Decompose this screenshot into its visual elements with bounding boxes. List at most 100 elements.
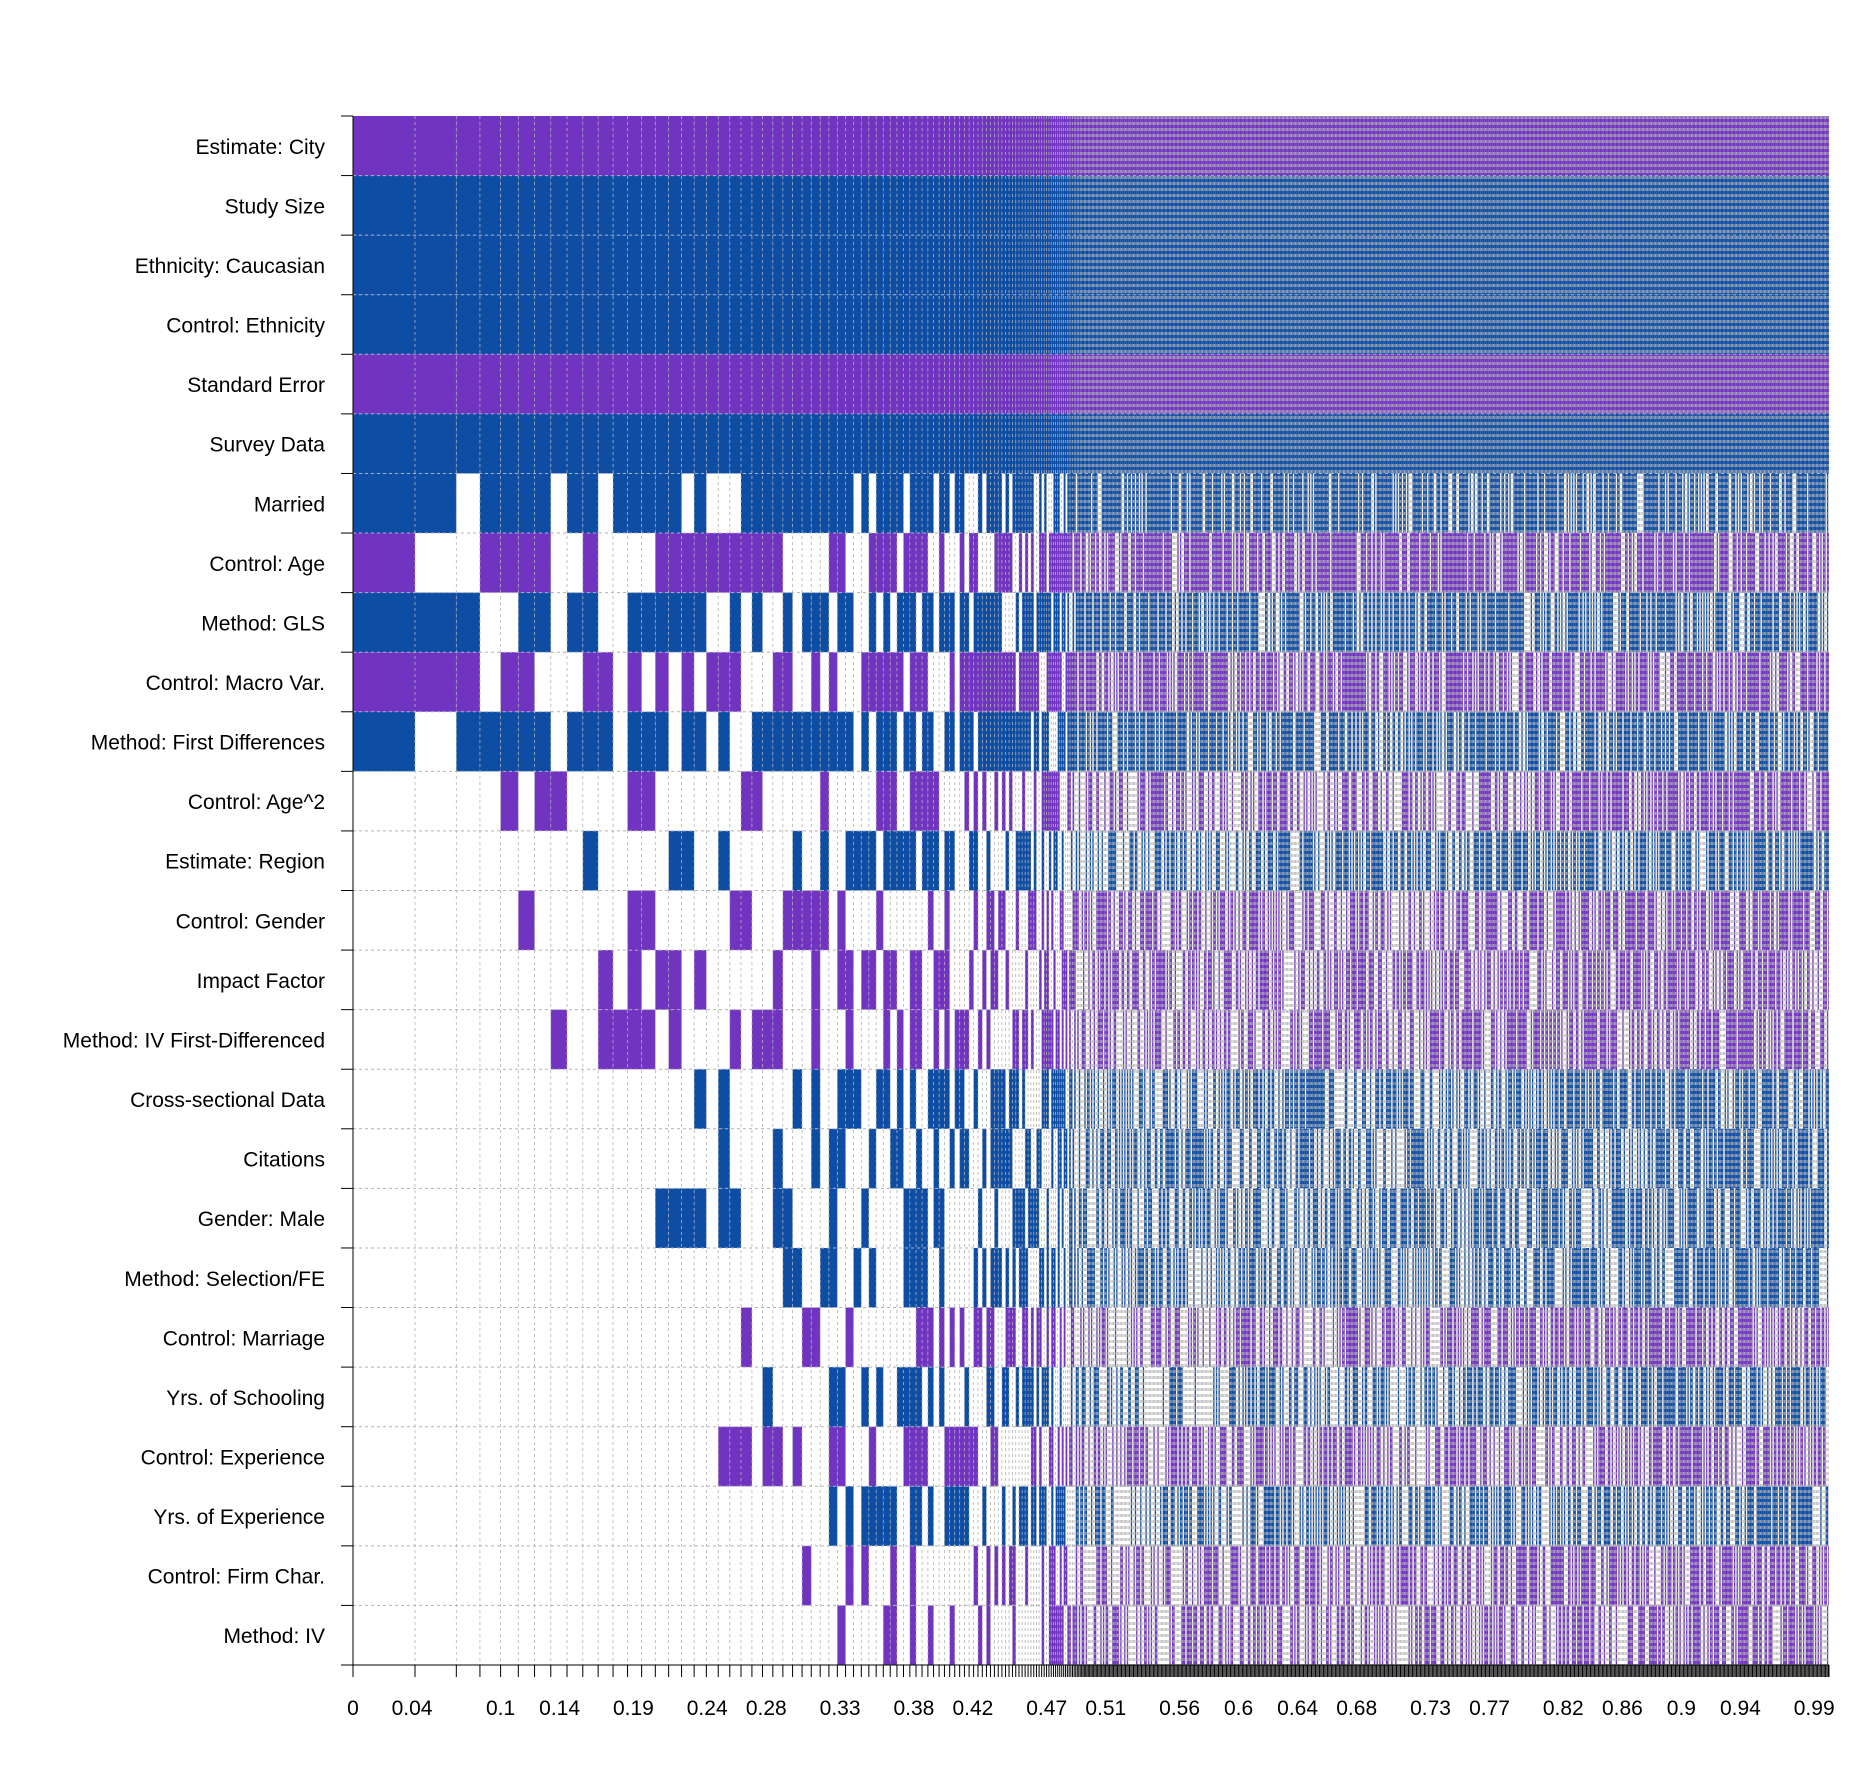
model-cell: [990, 592, 995, 653]
model-cell: [1191, 294, 1194, 355]
model-cell: [1331, 413, 1333, 474]
model-cell: [1542, 294, 1544, 355]
model-cell: [1242, 354, 1244, 414]
model-cell: [1571, 175, 1574, 236]
model-cell: [1282, 413, 1284, 474]
model-cell: [1311, 473, 1313, 534]
model-cell: [982, 116, 987, 176]
model-cell: [1433, 413, 1436, 474]
model-cell: [1104, 175, 1106, 236]
model-cell: [1331, 235, 1333, 295]
model-cell: [1654, 294, 1656, 355]
model-cell: [1303, 294, 1305, 355]
model-cell: [1465, 175, 1467, 236]
model-cell: [1788, 413, 1790, 474]
model-cell: [1424, 235, 1426, 295]
model-cell: [959, 175, 965, 236]
model-cell: [1290, 413, 1292, 474]
model-cell: [1237, 116, 1239, 176]
model-cell: [1357, 116, 1360, 176]
model-cell: [927, 235, 934, 295]
model-cell: [973, 235, 979, 295]
model-cell: [1757, 354, 1760, 414]
model-cell: [1360, 175, 1362, 236]
model-cell: [1504, 294, 1506, 355]
model-cell: [1083, 294, 1085, 355]
model-cell: [1801, 175, 1803, 236]
model-cell: [1182, 354, 1184, 414]
model-cell: [1424, 116, 1426, 176]
model-cell: [1429, 413, 1432, 474]
model-cell: [1263, 235, 1265, 295]
model-cell: [1755, 175, 1757, 236]
model-cell: [1314, 413, 1316, 474]
model-cell: [1083, 116, 1085, 176]
model-cell: [1539, 294, 1542, 355]
model-cell: [828, 294, 838, 355]
model-cell: [1275, 175, 1277, 236]
model-cell: [1565, 294, 1567, 355]
model-cell: [1191, 473, 1194, 534]
model-cell: [1640, 354, 1643, 414]
model-cell: [1242, 413, 1244, 474]
model-cell: [1805, 235, 1807, 295]
model-cell: [1598, 354, 1600, 414]
model-cell: [1270, 235, 1272, 295]
model-cell: [1227, 235, 1230, 295]
model-cell: [1611, 175, 1614, 236]
model-cell: [1768, 413, 1770, 474]
model-cell: [1109, 235, 1111, 295]
model-cell: [1168, 354, 1170, 414]
model-cell: [1181, 116, 1183, 176]
model-cell: [1335, 473, 1337, 534]
model-cell: [1561, 235, 1563, 295]
model-cell: [1391, 354, 1393, 414]
model-cell: [1183, 473, 1186, 534]
model-cell: [1383, 175, 1385, 236]
model-cell: [1714, 413, 1716, 474]
model-cell: [1116, 175, 1118, 236]
model-cell: [1041, 175, 1045, 236]
model-cell: [1287, 294, 1289, 355]
model-cell: [1292, 235, 1295, 295]
model-cell: [1093, 473, 1095, 534]
model-cell: [534, 592, 551, 653]
model-cell: [1156, 116, 1158, 176]
model-cell: [1097, 235, 1099, 295]
model-cell: [1272, 116, 1275, 176]
model-cell: [1176, 235, 1178, 295]
model-cell: [1303, 473, 1305, 534]
model-cell: [1114, 354, 1117, 414]
model-cell: [1437, 294, 1440, 355]
model-cell: [751, 116, 763, 176]
model-cell: [876, 175, 884, 236]
model-cell: [1112, 235, 1114, 295]
model-cell: [772, 473, 783, 534]
model-cell: [1577, 116, 1579, 176]
model-cell: [1001, 175, 1006, 236]
model-cell: [1732, 175, 1734, 236]
model-cell: [1194, 413, 1196, 474]
model-cell: [1476, 354, 1478, 414]
model-cell: [1543, 175, 1546, 236]
model-cell: [681, 592, 695, 653]
model-cell: [828, 116, 838, 176]
model-cell: [1237, 235, 1239, 295]
model-cell: [1704, 354, 1707, 414]
model-cell: [969, 235, 974, 295]
model-cell: [1266, 294, 1268, 355]
model-cell: [1695, 235, 1697, 295]
model-cell: [1579, 235, 1582, 295]
model-cell: [1561, 175, 1563, 236]
model-cell: [1074, 294, 1076, 355]
model-cell: [1300, 354, 1303, 414]
model-cell: [1678, 294, 1680, 355]
model-cell: [1469, 175, 1471, 236]
model-cell: [1670, 116, 1672, 176]
model-cell: [1342, 354, 1344, 414]
model-cell: [1456, 413, 1458, 474]
model-cell: [1417, 294, 1420, 355]
model-cell: [1464, 116, 1466, 176]
model-cell: [1740, 413, 1742, 474]
model-cell: [1586, 413, 1588, 474]
